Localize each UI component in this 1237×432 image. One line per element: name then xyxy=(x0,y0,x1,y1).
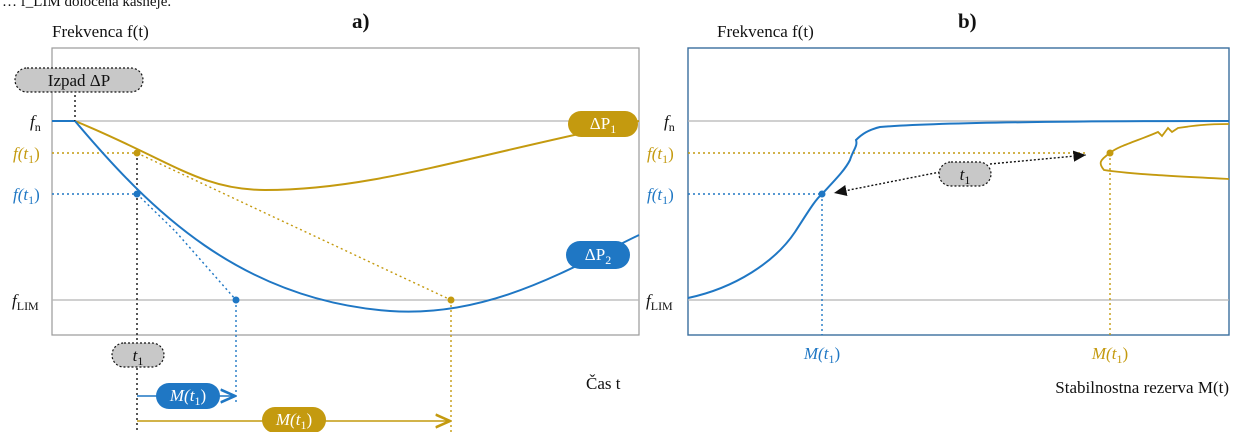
t1-link-left xyxy=(833,171,941,197)
point-blue-t1 xyxy=(133,190,141,198)
panel-b-x-title: Stabilnostna rezerva M(t) xyxy=(1055,378,1229,397)
point-blue-limit xyxy=(232,296,240,304)
svg-text:M(t1): M(t1) xyxy=(275,410,312,432)
panel-b-plot-frame xyxy=(687,47,1230,336)
panel-a-y-title: Frekvenca f(t) xyxy=(52,22,149,41)
tick-f1-blue-b: f(t1) xyxy=(647,185,674,207)
m-gold-pill: M(t1) xyxy=(262,407,326,432)
panel-a-tag: a) xyxy=(352,9,370,33)
m-blue-pill: M(t1) xyxy=(156,383,220,409)
tick-flim-a: fLIM xyxy=(12,291,39,313)
tick-f1-gold-b: f(t1) xyxy=(647,144,674,166)
tick-m-blue-b: M(t1) xyxy=(803,344,840,366)
event-pill: Izpad ΔP xyxy=(14,67,144,93)
curve-b-blue xyxy=(687,120,1230,299)
point-gold-limit xyxy=(447,296,455,304)
t1-pill-b: t1 xyxy=(938,161,992,187)
panel-b: b) Frekvenca f(t) t1 fn f(t1) xyxy=(646,9,1230,397)
top-fragment-text: … f_LIM določena kasneje. xyxy=(2,0,171,10)
blue-tangent-b xyxy=(175,231,237,301)
panel-b-tag: b) xyxy=(958,9,977,33)
tick-m-gold-b: M(t1) xyxy=(1091,344,1128,366)
t1-link-right xyxy=(989,150,1087,165)
curve-b-gold xyxy=(1099,123,1230,180)
svg-text:ΔP1: ΔP1 xyxy=(590,114,616,136)
panel-b-y-title: Frekvenca f(t) xyxy=(717,22,814,41)
point-b-gold xyxy=(1106,149,1114,157)
tick-fn-a: fn xyxy=(30,112,41,134)
point-gold-t1 xyxy=(133,149,141,157)
panel-a-x-title: Čas t xyxy=(586,374,621,393)
curve-dp1 xyxy=(74,120,640,192)
panel-a: a) Frekvenca f(t) fn f(t1) xyxy=(12,9,640,432)
svg-text:M(t1): M(t1) xyxy=(169,386,206,408)
tick-f1-gold-a: f(t1) xyxy=(13,144,40,166)
dp2-pill: ΔP2 xyxy=(566,241,630,269)
curve-dp2 xyxy=(74,120,640,313)
gold-tangent xyxy=(136,152,452,301)
t1-pill-a: t1 xyxy=(111,342,165,368)
point-b-blue xyxy=(818,190,826,198)
tick-flim-b: fLIM xyxy=(646,291,673,313)
svg-text:ΔP2: ΔP2 xyxy=(585,245,611,267)
dp1-pill: ΔP1 xyxy=(568,111,638,137)
blue-tangent-a xyxy=(136,193,177,233)
tick-fn-b: fn xyxy=(664,112,675,134)
tick-f1-blue-a: f(t1) xyxy=(13,185,40,207)
svg-text:Izpad ΔP: Izpad ΔP xyxy=(48,71,110,90)
panel-a-plot-frame xyxy=(51,47,640,336)
svg-text:t1: t1 xyxy=(960,165,971,187)
svg-text:t1: t1 xyxy=(133,346,144,368)
